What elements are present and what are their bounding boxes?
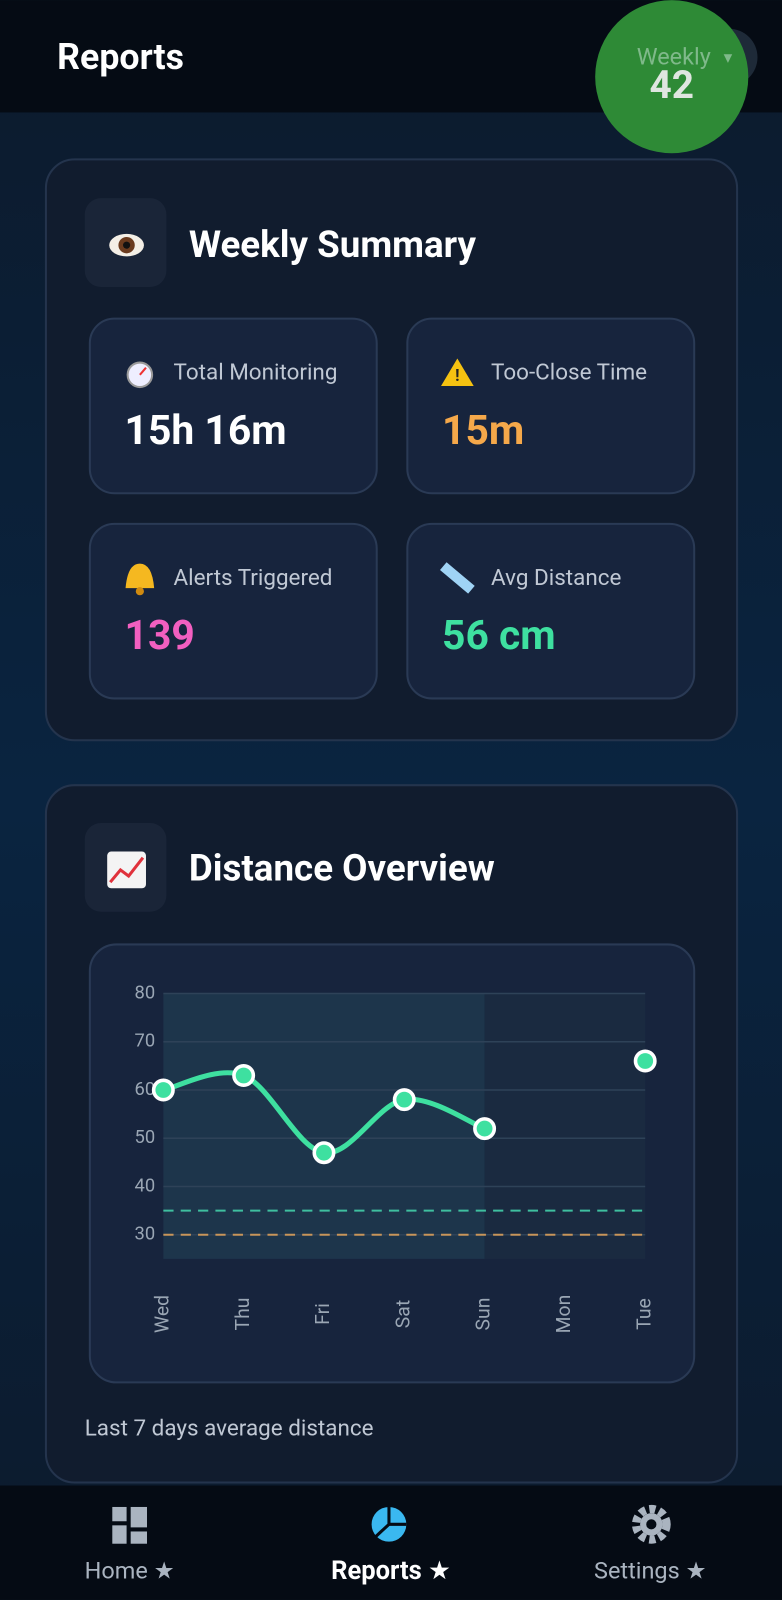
warning-icon (441, 358, 474, 387)
reports-icon (371, 1506, 407, 1542)
point (232, 1064, 256, 1087)
x-tick-label: Mon (552, 1295, 575, 1334)
y-tick-label: 50 (135, 1127, 156, 1148)
nav-label[interactable]: Home ★ (85, 1557, 175, 1585)
y-tick-label: 30 (135, 1224, 156, 1245)
stat-value: 15m (442, 406, 524, 454)
x-tick-label: Thu (231, 1298, 254, 1331)
dropdown-caret: ▼ (724, 51, 733, 64)
card-title: Weekly Summary (189, 223, 477, 266)
stat-tile (88, 317, 378, 495)
plot-area (163, 993, 485, 1259)
point (151, 1078, 175, 1102)
nav-label[interactable]: Settings ★ (594, 1557, 707, 1585)
page-title: Reports (57, 36, 184, 78)
stat-value: 139 (125, 611, 195, 659)
y-tick-label: 70 (135, 1031, 156, 1052)
ruler-icon (439, 562, 475, 594)
stat-tile (406, 522, 696, 700)
stat-tile (88, 522, 378, 700)
y-tick-label: 80 (135, 982, 156, 1003)
badge-number: 42 (649, 63, 694, 108)
bell-icon (125, 563, 155, 589)
y-tick-label: 60 (135, 1079, 156, 1100)
stat-label: Alerts Triggered (174, 565, 333, 591)
chart-caption: Last 7 days average distance (85, 1415, 374, 1441)
point (633, 1049, 657, 1073)
home-icon (112, 1506, 148, 1544)
point (312, 1141, 336, 1165)
stat-value: 15h 16m (125, 406, 287, 454)
stat-tile (406, 317, 696, 495)
badge (595, 0, 749, 154)
point (473, 1117, 497, 1141)
stat-value: 56 cm (442, 611, 556, 659)
bell-clapper (135, 587, 144, 596)
eye-icon (109, 233, 144, 257)
x-tick-label: Fri (311, 1303, 334, 1325)
nav-label[interactable]: Reports ★ (331, 1556, 451, 1586)
card-title: Distance Overview (189, 847, 495, 890)
dropdown-label[interactable]: Weekly (637, 43, 711, 71)
x-tick-label: Sat (391, 1300, 414, 1328)
chart-icon (107, 851, 146, 889)
settings-icon (631, 1504, 671, 1544)
stopwatch-hand (139, 366, 147, 376)
x-tick-label: Sun (472, 1298, 495, 1331)
x-tick-label: Wed (150, 1295, 173, 1333)
stat-label: Total Monitoring (174, 360, 338, 386)
stat-label: Too-Close Time (491, 360, 647, 386)
stat-label: Avg Distance (491, 565, 621, 591)
plot-area-rest (484, 993, 646, 1259)
point (392, 1088, 416, 1112)
warning-mark: ! (455, 366, 459, 385)
y-tick-label: 40 (135, 1175, 156, 1196)
x-tick-label: Tue (632, 1298, 655, 1330)
